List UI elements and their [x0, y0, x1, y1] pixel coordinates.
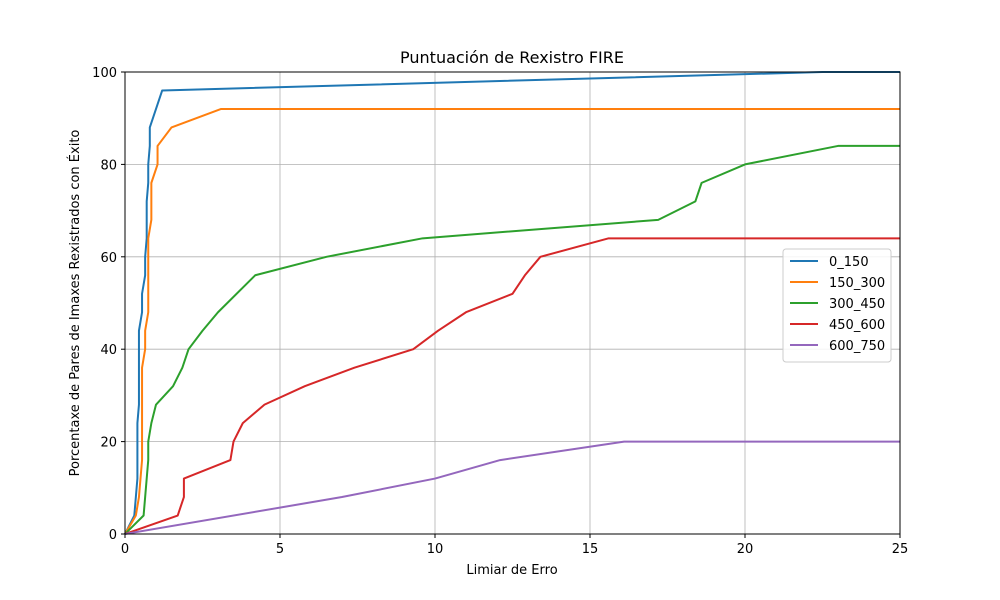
- series-line-600_750: [124, 440, 900, 535]
- y-axis: 0 20 40 60 80 100: [92, 66, 125, 543]
- y-tick-label: 100: [92, 66, 117, 81]
- series-line-300_450: [124, 144, 900, 535]
- legend-label-300_450: 300_450: [829, 297, 885, 312]
- chart-title: Puntuación de Rexistro FIRE: [400, 48, 624, 67]
- legend-label-600_750: 600_750: [829, 339, 885, 354]
- x-tick-label: 0: [121, 542, 129, 557]
- y-tick-label: 0: [109, 528, 117, 543]
- series-line-0_150: [124, 71, 900, 535]
- y-tick-label: 60: [100, 251, 117, 266]
- x-tick-label: 5: [276, 542, 284, 557]
- series-line-150_300: [124, 107, 900, 535]
- y-tick-label: 80: [100, 158, 117, 173]
- legend-label-150_300: 150_300: [829, 276, 885, 291]
- x-tick-label: 25: [892, 542, 909, 557]
- series-line-450_600: [124, 237, 900, 535]
- legend-box: [782, 248, 892, 363]
- x-axis-label: Limiar de Erro: [466, 563, 557, 578]
- y-axis-label: Porcentaxe de Pares de Imaxes Rexistrado…: [67, 130, 83, 477]
- series-group: [124, 71, 900, 535]
- x-tick-label: 15: [582, 542, 599, 557]
- x-tick-label: 20: [737, 542, 754, 557]
- y-tick-label: 40: [100, 343, 117, 358]
- x-tick-label: 10: [427, 542, 444, 557]
- y-tick-label: 20: [100, 436, 117, 451]
- x-axis: 0 5 10 15 20 25: [121, 534, 908, 557]
- legend-label-450_600: 450_600: [829, 318, 885, 333]
- legend-label-0_150: 0_150: [829, 255, 869, 270]
- legend: 0_150 150_300 300_450 450_600 600_750: [782, 248, 892, 363]
- plot-frame: [124, 71, 901, 535]
